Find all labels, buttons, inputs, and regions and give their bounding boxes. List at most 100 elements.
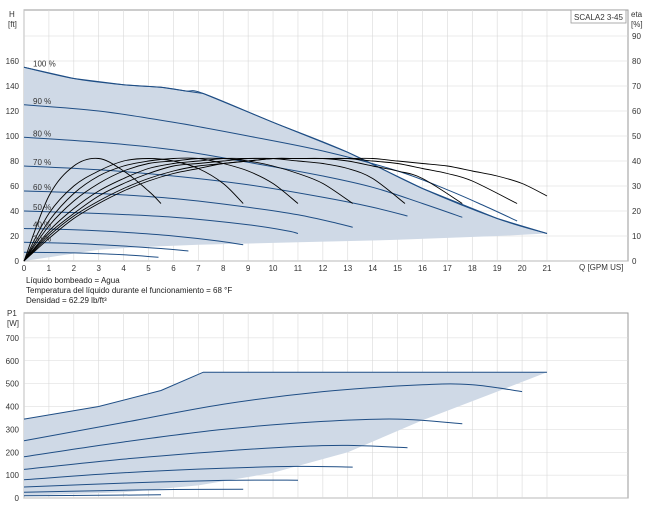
head-efficiency-plot: 0 1 2 3 4 5 6 7 8 9 10 11 12 13 14 15 16 17 18 19 20 21 02040… <box>6 9 643 273</box>
power-curve <box>23 418 463 458</box>
speed-percent-label: 80 % <box>33 129 51 138</box>
flow-axis-ticks: 0 1 2 3 4 5 6 7 8 9 10 11 12 13 14 15 16 17 18 19 20 21 <box>22 264 552 273</box>
efficiency-curve <box>23 157 299 262</box>
flow-tick-label: 0 <box>22 264 27 273</box>
flow-tick-label: 12 <box>318 264 327 273</box>
power-tick-label: 100 <box>6 471 20 480</box>
efficiency-axis-ticks: 0 10 20 30 40 50 60 70 80 90 <box>632 32 641 266</box>
head-curve <box>23 228 244 246</box>
head-tick-label: 0 <box>15 257 20 266</box>
efficiency-curve <box>23 157 162 262</box>
speed-percent-label: 40 % <box>33 221 51 230</box>
flow-tick-label: 3 <box>96 264 101 273</box>
max-head-curve <box>23 66 548 234</box>
eta-axis-label: eta <box>631 10 643 19</box>
flow-tick-label: 17 <box>443 264 452 273</box>
speed-percent-label: 30 % <box>33 234 51 243</box>
eta-tick-label: 60 <box>632 107 641 116</box>
model-label: SCALA2 3-45 <box>574 13 623 22</box>
flow-tick-label: 10 <box>269 264 278 273</box>
power-curve <box>23 494 162 497</box>
head-curve <box>23 104 518 222</box>
efficiency-curve <box>23 158 244 262</box>
head-tick-label: 160 <box>6 57 20 66</box>
flow-tick-label: 7 <box>196 264 201 273</box>
flow-tick-label: 9 <box>246 264 251 273</box>
head-operating-envelope <box>24 67 547 261</box>
power-tick-label: 300 <box>6 425 20 434</box>
power-tick-label: 600 <box>6 357 20 366</box>
flow-tick-label: 21 <box>543 264 552 273</box>
head-curve <box>23 210 299 234</box>
head-tick-label: 60 <box>10 182 19 191</box>
flow-tick-label: 5 <box>146 264 151 273</box>
eta-tick-label: 30 <box>632 182 641 191</box>
flow-tick-label: 1 <box>47 264 52 273</box>
head-axis-unit-label-h: H <box>9 10 15 19</box>
eta-tick-label: 90 <box>632 32 641 41</box>
power-tick-label: 0 <box>15 494 20 503</box>
power-curve <box>23 383 523 442</box>
flow-tick-label: 11 <box>294 264 303 273</box>
head-curve <box>23 190 353 228</box>
power-tick-label: 500 <box>6 380 20 389</box>
efficiency-curves <box>23 157 548 262</box>
flow-tick-label: 20 <box>518 264 527 273</box>
eta-tick-label: 50 <box>632 132 641 141</box>
flow-tick-label: 19 <box>493 264 502 273</box>
eta-tick-label: 80 <box>632 57 641 66</box>
head-tick-label: 40 <box>10 207 19 216</box>
flow-tick-label: 8 <box>221 264 226 273</box>
eta-axis-unit: [%] <box>631 20 643 29</box>
power-operating-envelope <box>24 372 547 496</box>
flow-axis-label: Q [GPM US] <box>579 263 623 272</box>
power-curve <box>23 444 408 470</box>
head-tick-label: 100 <box>6 132 20 141</box>
speed-percent-label: 50 % <box>33 203 51 212</box>
speed-percent-labels: 100 % 90 % 80 % 70 % 60 % 50 % 40 % 30 % <box>33 59 56 243</box>
model-label-box <box>570 9 627 24</box>
power-tick-label: 200 <box>6 448 20 457</box>
head-tick-label: 120 <box>6 107 20 116</box>
flow-tick-label: 14 <box>368 264 377 273</box>
eta-tick-label: 10 <box>632 232 641 241</box>
head-curve <box>23 136 463 218</box>
temperature-info-line: Temperatura del líquido durante el funci… <box>26 286 233 295</box>
power-tick-label: 700 <box>6 334 20 343</box>
head-axis-unit-label-ft: [ft] <box>8 20 17 29</box>
efficiency-curve <box>23 157 463 262</box>
flow-tick-label: 4 <box>121 264 126 273</box>
head-tick-label: 20 <box>10 232 19 241</box>
flow-tick-label: 6 <box>171 264 176 273</box>
speed-percent-label: 60 % <box>33 183 51 192</box>
head-curve <box>23 241 189 252</box>
power-curve <box>23 488 244 493</box>
efficiency-curve <box>23 157 406 262</box>
density-info-line: Densidad = 62.29 lb/ft³ <box>26 296 107 305</box>
flow-tick-label: 13 <box>343 264 352 273</box>
power-plot: 0 100 200 300 400 500 600 700 P1 [W] <box>6 309 629 503</box>
flow-tick-label: 16 <box>418 264 427 273</box>
power-axis-label: P1 <box>7 309 17 318</box>
power-tick-label: 400 <box>6 403 20 412</box>
flow-tick-label: 15 <box>393 264 402 273</box>
power-axis-unit: [W] <box>7 319 19 328</box>
power-curve <box>23 465 353 481</box>
speed-percent-label: 90 % <box>33 97 51 106</box>
fluid-info-line: Líquido bombeado = Agua <box>26 276 120 285</box>
speed-percent-label: 100 % <box>33 59 56 68</box>
speed-percent-label: 70 % <box>33 158 51 167</box>
head-tick-label: 80 <box>10 157 19 166</box>
flow-tick-label: 18 <box>468 264 477 273</box>
efficiency-curve <box>23 157 353 262</box>
flow-tick-label: 2 <box>72 264 77 273</box>
head-curves <box>23 66 548 258</box>
eta-tick-label: 40 <box>632 157 641 166</box>
efficiency-curve <box>23 157 548 262</box>
power-curves <box>23 371 547 497</box>
head-curve <box>23 165 408 217</box>
power-axis-ticks: 0 100 200 300 400 500 600 700 <box>6 334 20 503</box>
eta-tick-label: 0 <box>632 257 637 266</box>
power-curve <box>23 371 547 420</box>
